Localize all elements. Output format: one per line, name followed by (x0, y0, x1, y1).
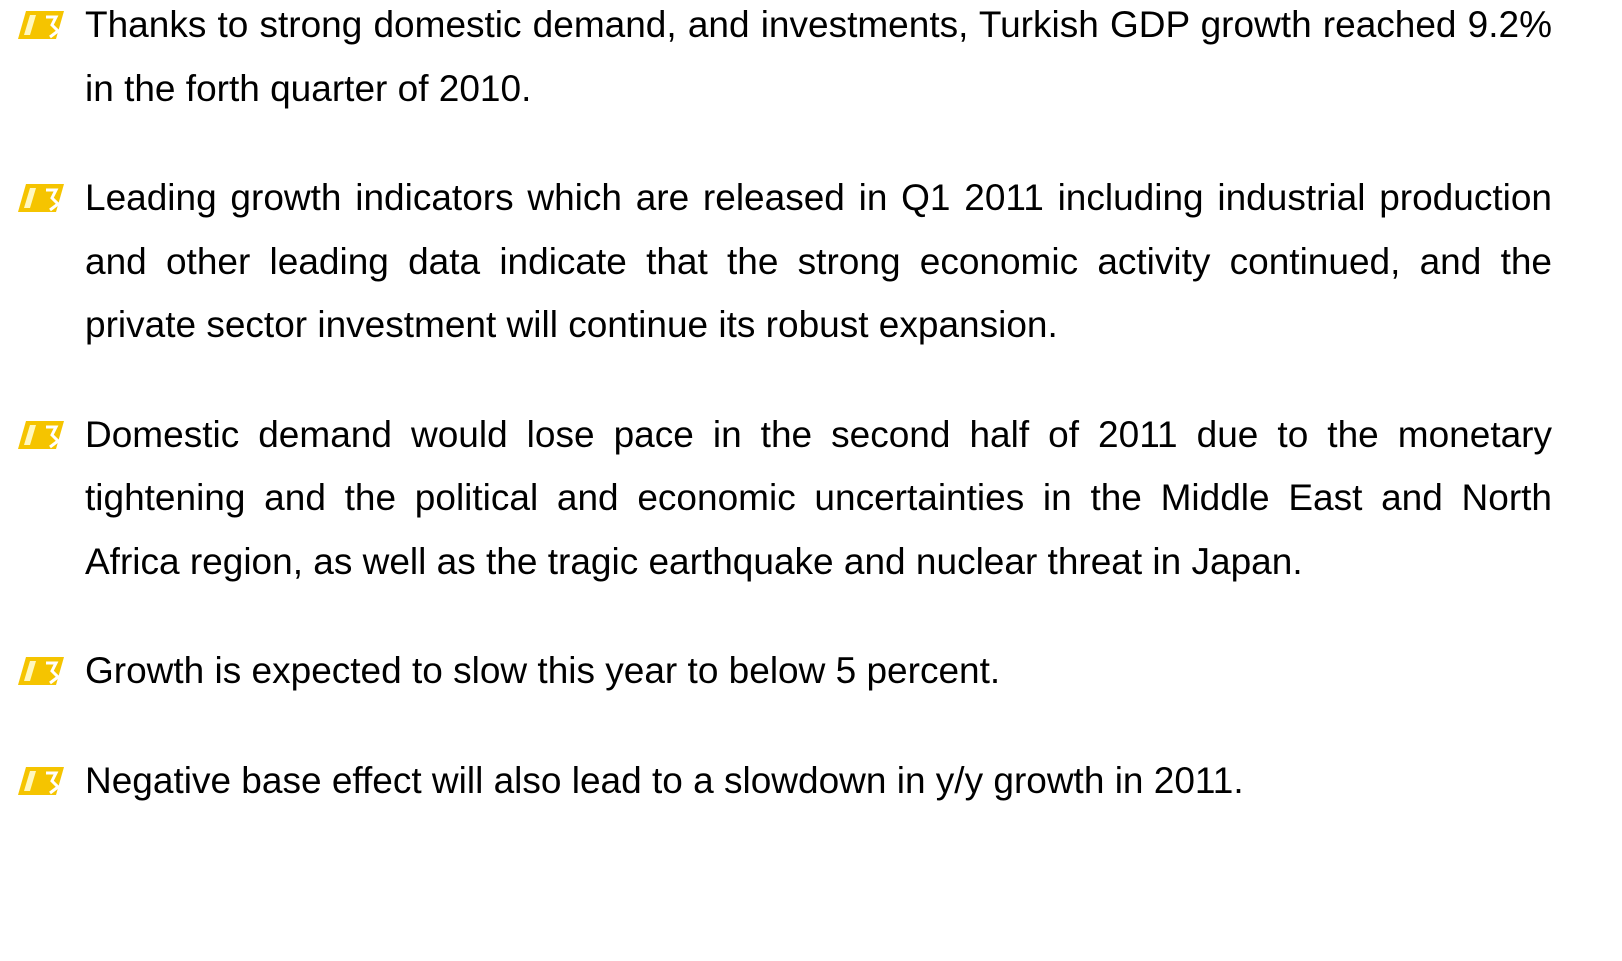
bullet-list: Thanks to strong domestic demand, and in… (0, 0, 1622, 813)
bullet-icon (18, 420, 64, 449)
bullet-icon (18, 11, 64, 39)
bullet-icon (18, 766, 64, 795)
bullet-text: Leading growth indicators which are rele… (85, 177, 1552, 345)
bullet-item: Leading growth indicators which are rele… (0, 166, 1622, 357)
bullet-text: Negative base effect will also lead to a… (85, 759, 1244, 801)
bullet-text: Domestic demand would lose pace in the s… (85, 413, 1552, 582)
bullet-item: Growth is expected to slow this year to … (0, 639, 1622, 703)
bullet-item: Negative base effect will also lead to a… (0, 749, 1622, 813)
bullet-item: Domestic demand would lose pace in the s… (0, 403, 1622, 594)
bullet-text: Growth is expected to slow this year to … (85, 650, 1001, 691)
bullet-icon (18, 657, 64, 685)
bullet-item: Thanks to strong domestic demand, and in… (0, 0, 1622, 120)
bullet-text: Thanks to strong domestic demand, and in… (85, 4, 1552, 109)
bullet-icon (18, 184, 64, 212)
